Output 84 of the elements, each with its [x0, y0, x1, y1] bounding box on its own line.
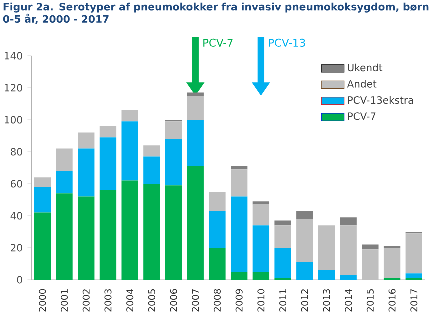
bar [384, 248, 401, 278]
x-tick-label: 2008 [214, 289, 222, 312]
x-tick-label: 2017 [410, 290, 418, 312]
bar [231, 166, 248, 170]
bar [100, 190, 117, 280]
legend-label: Ukendt [348, 64, 383, 72]
legend-label: PCV-7 [348, 112, 376, 120]
y-tick-label: 60 [11, 180, 22, 188]
x-tick-label: 2012 [301, 290, 308, 312]
bar [296, 262, 314, 280]
text: PCV-13 [269, 38, 306, 47]
x-tick-label: 2003 [104, 289, 112, 312]
chart-title: Figur 2a. Serotyper af pneumokokker fra invasiv pneumokoksygdom, børn 0-5 år, 2000 - 2017 [3, 2, 429, 24]
bar [144, 146, 160, 157]
x-tick-label: 2013 [323, 289, 330, 312]
bar [78, 196, 95, 280]
bar [122, 180, 138, 280]
bar [252, 226, 270, 272]
bar [406, 234, 422, 274]
bar [187, 120, 204, 166]
x-tick-label: 2002 [82, 290, 90, 312]
bar [34, 187, 51, 213]
bar [209, 248, 226, 280]
bar [56, 194, 73, 280]
bar [187, 96, 204, 120]
bar [122, 122, 138, 181]
bar [274, 220, 292, 226]
x-tick-label: 2015 [366, 290, 374, 312]
bar [165, 122, 182, 140]
text: PCV-7 [204, 38, 233, 47]
bar [340, 218, 357, 226]
bar [78, 148, 95, 197]
x-tick-label: 2010 [258, 289, 265, 312]
bar [56, 148, 73, 172]
bar [231, 272, 248, 280]
bar [34, 212, 51, 280]
bar [252, 202, 270, 205]
x-tick-label: 2006 [170, 289, 178, 312]
bar [34, 178, 51, 188]
legend-label: PCV-13ekstra [348, 96, 414, 104]
bar [144, 184, 160, 280]
bar [252, 204, 270, 226]
bar [318, 270, 336, 280]
y-tick-label: 80 [10, 148, 22, 156]
x-tick-label: 2014 [345, 289, 352, 312]
bar [252, 272, 270, 280]
bar [144, 156, 160, 184]
bar [274, 226, 292, 248]
y-tick-label: 0 [17, 276, 22, 284]
bar [122, 110, 138, 122]
x-tick-label: 2007 [192, 290, 200, 312]
bar [406, 274, 422, 278]
y-tick-label: 100 [5, 116, 22, 124]
bar [165, 139, 182, 186]
bar [340, 275, 357, 280]
y-tick-label: 120 [5, 84, 22, 92]
x-tick-label: 2009 [236, 289, 243, 312]
bar [165, 186, 182, 280]
bar [231, 170, 248, 197]
bar [78, 132, 95, 149]
x-tick-label: 2016 [388, 289, 396, 312]
x-tick-label: 2001 [61, 290, 68, 312]
bar [231, 196, 248, 272]
x-tick-label: 2011 [280, 290, 287, 312]
y-tick-label: 140 [5, 52, 22, 60]
bar [318, 226, 336, 270]
bar [340, 226, 357, 276]
bar [209, 192, 226, 212]
legend-label: Andet [347, 80, 377, 88]
x-tick-label: 2000 [39, 289, 46, 312]
bar [100, 138, 117, 190]
bar [296, 219, 314, 262]
bar [362, 244, 379, 250]
y-tick-label: 40 [10, 212, 22, 220]
x-tick-label: 2004 [126, 289, 134, 312]
bar [296, 211, 314, 220]
bar [100, 126, 117, 138]
bar [209, 211, 226, 248]
x-tick-label: 2005 [148, 290, 156, 312]
bar [274, 248, 292, 278]
bar [187, 166, 204, 280]
bar [362, 250, 379, 280]
bar [56, 171, 73, 194]
y-tick-label: 20 [11, 244, 22, 252]
